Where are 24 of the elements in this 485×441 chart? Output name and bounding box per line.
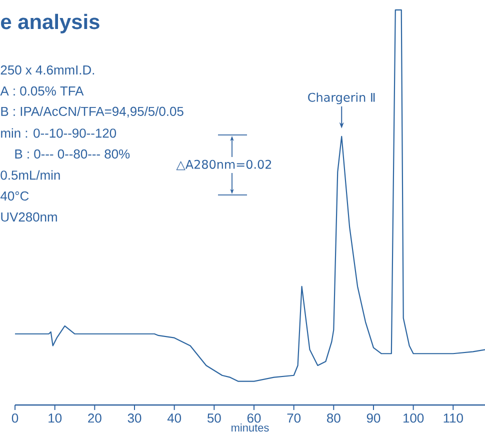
- chart-title: e analysis: [1, 14, 100, 34]
- x-tick-label: 0: [12, 414, 18, 423]
- x-tick-label: 60: [247, 414, 261, 423]
- x-tick-label: 20: [88, 414, 102, 423]
- annotation: UV280nm: [1, 212, 57, 222]
- x-tick-label: 30: [128, 414, 142, 423]
- x-tick-label: 40: [167, 414, 182, 423]
- x-tick-label: 50: [207, 414, 221, 423]
- x-tick-label: 80: [327, 414, 340, 423]
- annotation: △A280nm=0.02: [176, 160, 272, 170]
- x-axis-title: minutes: [232, 424, 269, 432]
- annotation: 40°C: [0, 191, 29, 201]
- annotation: B : 0--- 0--80--- 80%: [15, 149, 130, 159]
- x-tick-label: 100: [403, 414, 424, 423]
- annotation: min : 0--10--90--120: [1, 128, 116, 138]
- annotation: Chargerin Ⅱ: [308, 92, 375, 104]
- x-tick-label: 110: [444, 414, 463, 423]
- annotation: 250 x 4.6mmI.D.: [0, 65, 94, 75]
- x-tick-label: 70: [287, 414, 301, 423]
- annotation: B : IPA/AcCN/TFA=94,95/5/0.05: [1, 106, 184, 118]
- annotation: A : 0.05% TFA: [0, 86, 84, 96]
- x-tick-label: 10: [48, 414, 62, 423]
- annotation: 0.5mL/min: [0, 170, 60, 180]
- x-tick-label: 90: [366, 414, 380, 423]
